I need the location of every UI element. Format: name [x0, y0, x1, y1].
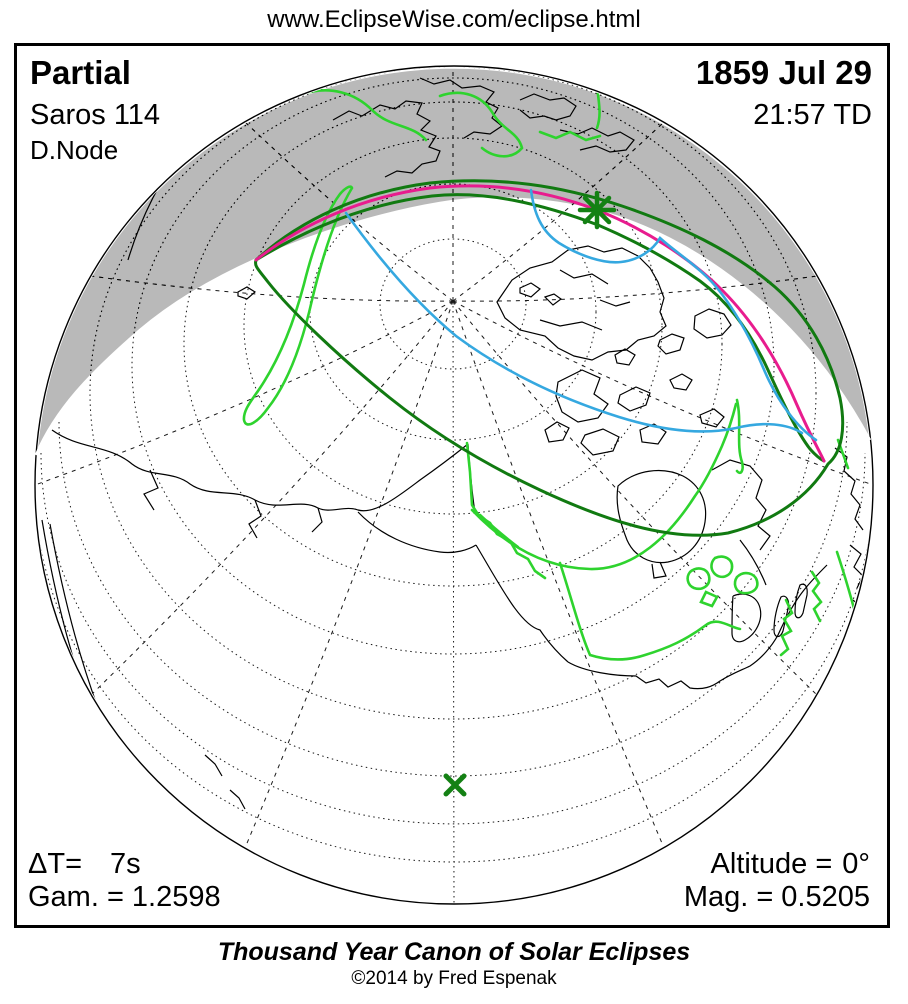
node-label: D.Node	[30, 135, 119, 165]
max-eclipse-curve-blue-west	[344, 211, 804, 435]
eclipse-time-label: 21:57 TD	[753, 99, 872, 131]
delta-t-line: ΔT= 7s	[28, 848, 141, 880]
map-frame-border	[14, 43, 890, 928]
canon-title: Thousand Year Canon of Solar Eclipses	[217, 938, 691, 966]
sub-solar-point-marker	[443, 773, 467, 797]
eclipse-date-label: 1859 Jul 29	[695, 54, 872, 91]
altitude-line: Altitude = 0°	[710, 848, 870, 880]
limit-curve-magenta	[254, 184, 826, 463]
penumbral-limit-loop	[254, 179, 845, 537]
saros-label: Saros 114	[30, 99, 161, 131]
terminator-line	[34, 197, 872, 456]
magnitude-label: Mag. =	[683, 881, 774, 913]
copyright-text: ©2014 by Fred Espenak	[351, 968, 557, 989]
gamma-line: Gam. = 1.2598	[28, 881, 221, 913]
altitude-value: 0°	[842, 848, 870, 880]
delta-t-value: 7s	[110, 848, 141, 880]
altitude-label: Altitude =	[710, 848, 833, 880]
magnitude-value: 0.5205	[781, 881, 870, 913]
max-eclipse-curve-blue-north	[529, 188, 818, 442]
eclipse-type-label: Partial	[30, 54, 131, 91]
globe-disc	[34, 65, 874, 905]
magnitude-line: Mag. = 0.5205	[683, 881, 870, 913]
night-region	[36, 68, 870, 455]
greatest-eclipse-marker	[577, 190, 617, 230]
delta-t-label: ΔT=	[28, 848, 83, 880]
source-url-text: www.EclipseWise.com/eclipse.html	[267, 6, 641, 33]
gamma-label: Gam. =	[28, 881, 124, 913]
eclipse-curves-layer	[254, 179, 845, 537]
inner-limit-curve-green	[254, 193, 826, 463]
gamma-value: 1.2598	[131, 881, 221, 913]
